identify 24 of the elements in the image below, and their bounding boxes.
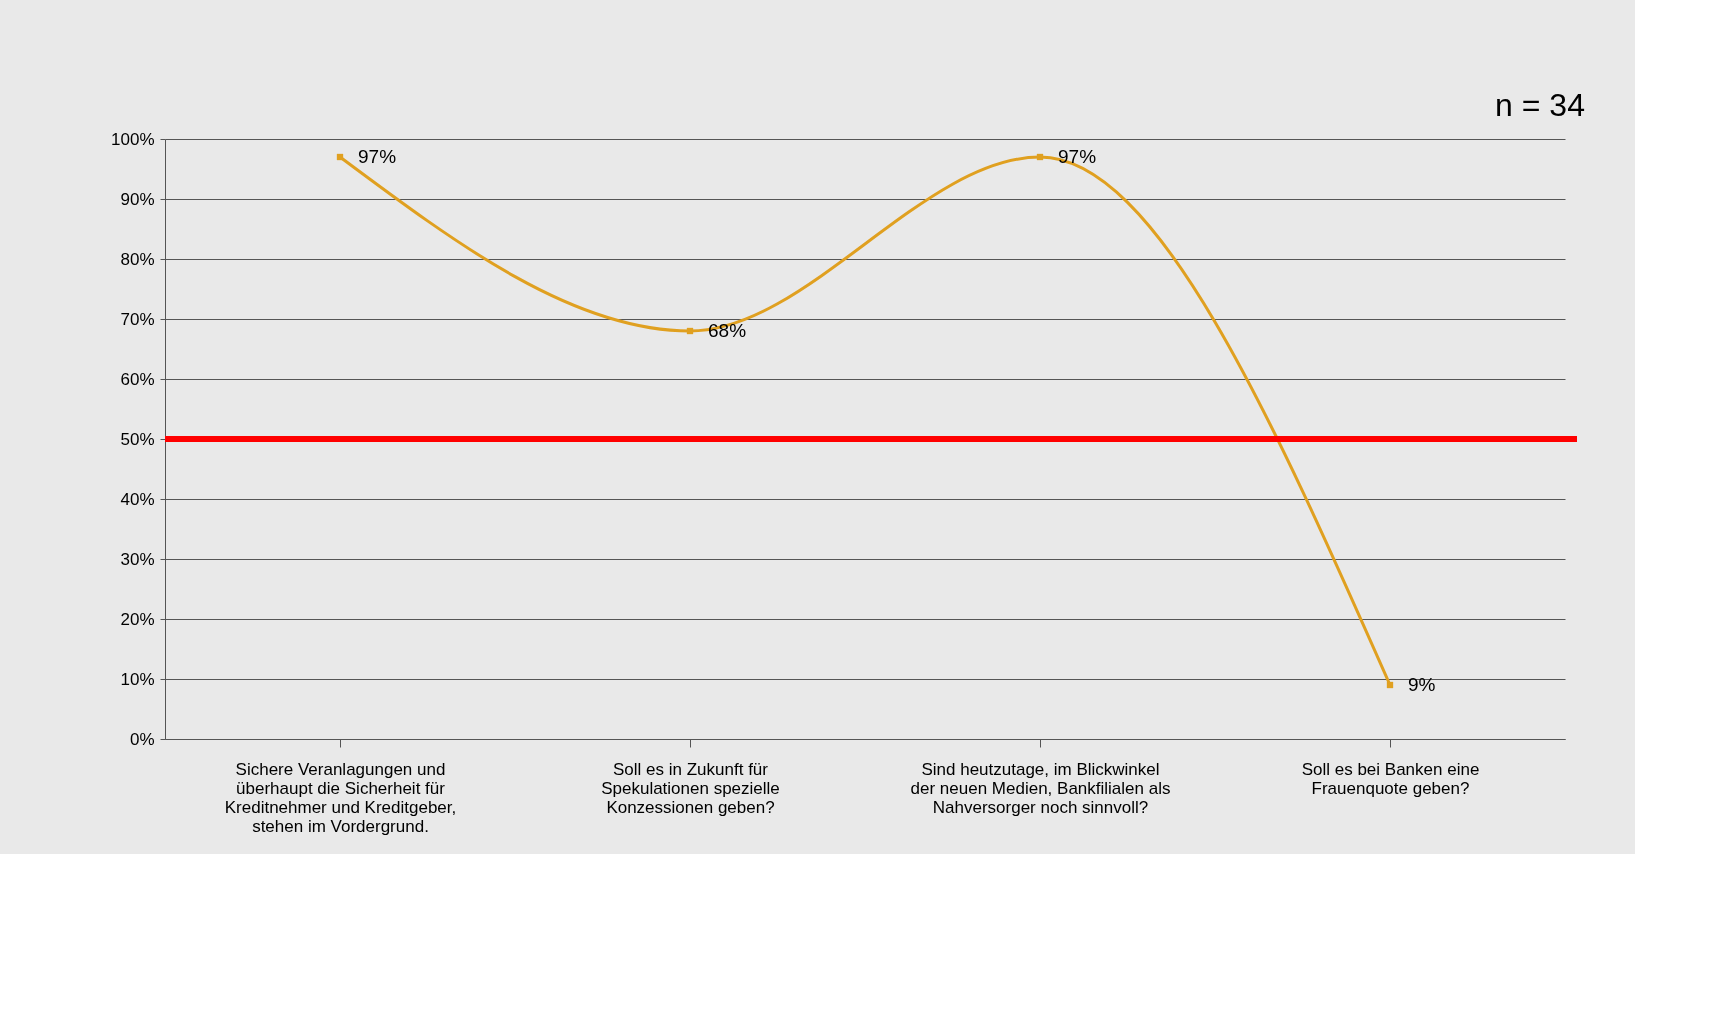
y-tick-label: 50% (120, 429, 155, 449)
text: n = 34 (1495, 87, 1585, 123)
y-tick-label: 100% (111, 129, 155, 149)
point (1386, 681, 1394, 689)
y-tick-label: 0% (129, 729, 155, 749)
point (336, 153, 344, 161)
data-label: 97% (1058, 146, 1097, 167)
y-tick-label: 90% (120, 189, 155, 209)
y-tick-label: 10% (120, 669, 155, 689)
data-label: 97% (358, 146, 397, 167)
x-tick-label: Soll es in Zukunft für Spekulationen spezielle Konzessionen geben? (601, 759, 780, 817)
y-tick-label: 20% (120, 609, 155, 629)
x-tick-label: Sichere Veranlagungen und überhaupt die Sicherheit für Kreditnehmer und Kreditgeber, stehen im Vordergrund. (224, 759, 457, 836)
data-label: 9% (1408, 674, 1436, 695)
y-tick-label: 40% (120, 489, 155, 509)
y-tick-label: 30% (120, 549, 155, 569)
data-label: 68% (708, 320, 747, 341)
point (686, 327, 694, 335)
y-tick-label: 80% (120, 249, 155, 269)
point (1036, 153, 1044, 161)
x-tick-label: Sind heutzutage, im Blickwinkel der neuen Medien, Bankfilialen als Nahversorger noch sinnvoll? (910, 759, 1171, 817)
y-tick-label: 60% (120, 369, 155, 389)
y-tick-label: 70% (120, 309, 155, 329)
x-tick-label: Soll es bei Banken eine Frauenquote geben? (1301, 759, 1480, 798)
